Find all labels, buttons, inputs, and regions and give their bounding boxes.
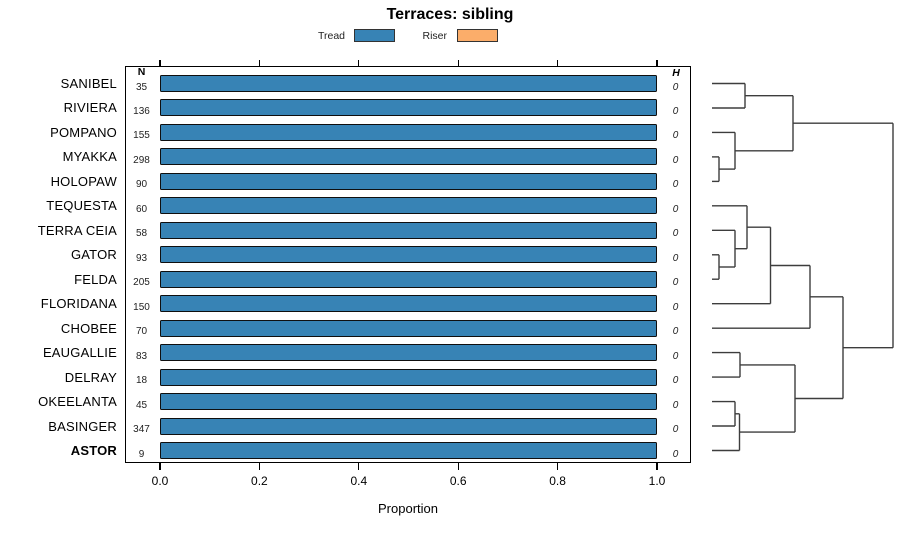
n-value: 155 (133, 130, 150, 142)
x-axis-label: Proportion (378, 501, 438, 516)
row-label: SANIBEL (60, 76, 117, 91)
tread-bar (160, 123, 657, 141)
tread-bar (160, 75, 657, 92)
n-value: 298 (133, 154, 150, 166)
axis-tick-label: 1.0 (648, 474, 666, 488)
tread-bar (160, 417, 657, 435)
h-value: 0 (672, 228, 679, 240)
tread-bar (160, 148, 657, 166)
row-label: TERRA CEIA (37, 222, 117, 238)
row-label: DELRAY (64, 369, 117, 385)
legend-swatch-riser (456, 28, 498, 42)
h-value: 0 (672, 81, 679, 93)
h-value: 0 (672, 203, 679, 215)
tread-bar (160, 442, 657, 459)
axis-tick (358, 463, 360, 470)
h-value: 0 (672, 326, 679, 338)
row-label: MYAKKA (62, 149, 117, 165)
axis-tick (557, 59, 559, 66)
n-value: 93 (135, 252, 148, 264)
row-label: FLORIDANA (40, 296, 117, 312)
tread-bar (160, 172, 657, 190)
row-label: ASTOR (70, 443, 117, 458)
tread-bar (160, 295, 657, 313)
axis-tick-label: 0.8 (549, 474, 566, 488)
h-value: 0 (672, 424, 679, 436)
axis-tick (457, 59, 459, 66)
axis-tick (457, 463, 459, 470)
n-value: 83 (135, 350, 148, 362)
n-value: 18 (135, 375, 148, 387)
axis-tick (656, 59, 658, 66)
n-value: 347 (133, 424, 150, 436)
legend-label-tread: Tread (317, 30, 345, 42)
tread-bar (160, 270, 657, 288)
n-value: 90 (135, 179, 148, 191)
h-value: 0 (672, 179, 679, 191)
h-value: 0 (672, 375, 679, 387)
axis-tick (159, 463, 161, 470)
h-value: 0 (672, 350, 679, 362)
axis-tick (557, 463, 559, 470)
row-label: HOLOPAW (50, 173, 117, 189)
h-value: 0 (672, 130, 679, 142)
n-value: 45 (135, 399, 148, 411)
row-label: TEQUESTA (46, 198, 117, 214)
n-value: 70 (135, 326, 148, 338)
row-label: POMPANO (50, 124, 117, 140)
tread-bar (160, 99, 657, 117)
legend-swatch-tread (354, 28, 395, 42)
n-value: 58 (135, 228, 148, 240)
chart-title: Terraces: sibling (386, 6, 514, 23)
tread-bar (160, 344, 657, 362)
row-label: GATOR (70, 247, 117, 263)
legend-label-riser: Riser (422, 30, 447, 42)
h-value: 0 (672, 154, 679, 166)
n-value: 9 (138, 448, 145, 460)
n-column-header: N (137, 66, 146, 78)
axis-tick (656, 463, 658, 470)
row-label: EAUGALLIE (42, 345, 117, 361)
h-value: 0 (672, 105, 679, 117)
axis-tick (258, 463, 260, 470)
axis-tick-label: 0.2 (251, 474, 268, 488)
axis-tick-label: 0.6 (449, 474, 467, 488)
n-value: 150 (133, 301, 150, 313)
n-value: 35 (135, 81, 148, 93)
n-value: 205 (133, 277, 150, 289)
h-value: 0 (672, 252, 679, 264)
h-value: 0 (672, 399, 679, 411)
n-value: 136 (133, 105, 150, 117)
row-label: OKEELANTA (38, 394, 117, 410)
h-column-header: H (672, 67, 680, 79)
tread-bar (160, 197, 657, 215)
axis-tick-label: 0.4 (350, 474, 368, 488)
tread-bar (160, 319, 657, 337)
n-value: 60 (135, 203, 148, 215)
row-label: FELDA (74, 271, 117, 287)
tread-bar (160, 246, 657, 264)
h-value: 0 (672, 448, 679, 460)
h-value: 0 (672, 301, 679, 313)
tread-bar (160, 368, 657, 386)
axis-tick (159, 59, 161, 66)
h-value: 0 (672, 277, 679, 289)
row-label: RIVIERA (63, 100, 117, 116)
tread-bar (160, 221, 657, 239)
axis-tick (358, 59, 360, 66)
row-label: CHOBEE (60, 320, 117, 336)
axis-tick-label: 0.0 (151, 474, 169, 488)
tread-bar (160, 393, 657, 411)
row-label: BASINGER (48, 418, 117, 434)
axis-tick (258, 59, 260, 66)
